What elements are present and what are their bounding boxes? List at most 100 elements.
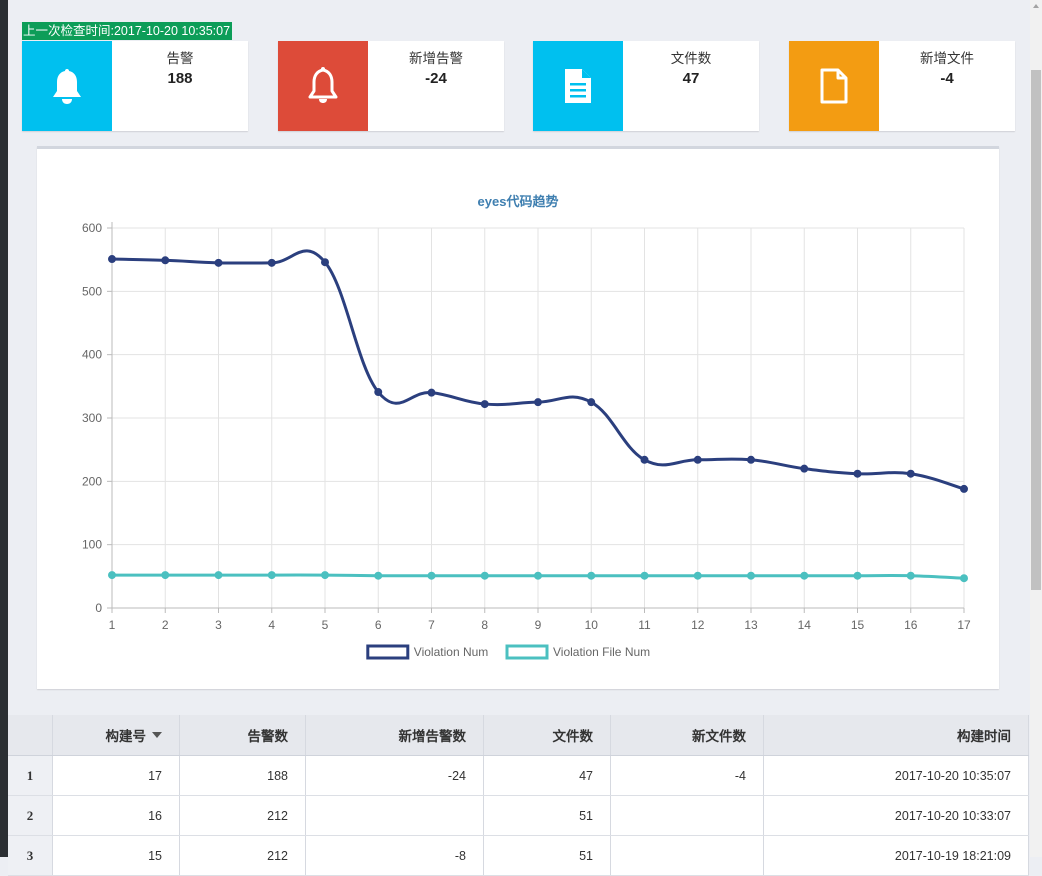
cell-alerts: 212	[180, 796, 306, 835]
data-point[interactable]	[427, 388, 436, 397]
legend-label[interactable]: Violation File Num	[553, 645, 650, 659]
data-point[interactable]	[108, 255, 116, 264]
build-table: 构建号 告警数 新增告警数 文件数 新文件数 构建时间 1 17 188 -24…	[8, 715, 1029, 876]
data-point[interactable]	[480, 571, 489, 580]
sort-desc-icon[interactable]	[152, 732, 162, 738]
cell-new-files: -4	[611, 756, 764, 795]
row-index: 1	[8, 756, 53, 795]
x-tick-label: 5	[322, 618, 329, 632]
x-tick-label: 6	[375, 618, 382, 632]
data-point[interactable]	[747, 571, 755, 580]
data-point[interactable]	[108, 571, 116, 580]
data-point[interactable]	[640, 571, 649, 580]
file-count-card: 文件数 47	[533, 41, 759, 131]
data-point[interactable]	[214, 258, 223, 267]
header-new-alerts[interactable]: 新增告警数	[306, 715, 484, 755]
card-value: 47	[682, 70, 700, 87]
data-point[interactable]	[693, 571, 702, 580]
new-file-card: 新增文件 -4	[789, 41, 1015, 131]
x-tick-label: 15	[851, 618, 865, 632]
card-label: 告警	[166, 51, 194, 66]
data-point[interactable]	[960, 484, 968, 493]
x-tick-label: 14	[798, 618, 812, 632]
data-point[interactable]	[906, 571, 915, 580]
cell-new-files	[611, 836, 764, 875]
data-point[interactable]	[693, 455, 702, 464]
x-tick-label: 13	[744, 618, 758, 632]
legend-swatch[interactable]	[366, 644, 410, 660]
cell-files: 51	[484, 796, 611, 835]
data-point[interactable]	[640, 455, 649, 464]
legend-label[interactable]: Violation Num	[414, 645, 488, 659]
header-new-files[interactable]: 新文件数	[611, 715, 764, 755]
scrollbar[interactable]	[1030, 0, 1042, 857]
card-value: 188	[167, 70, 193, 87]
card-value: -24	[425, 70, 447, 87]
data-point[interactable]	[587, 571, 596, 580]
scrollbar-thumb[interactable]	[1031, 70, 1041, 590]
data-point[interactable]	[587, 398, 596, 407]
new-alert-card: 新增告警 -24	[278, 41, 504, 131]
data-point[interactable]	[480, 400, 489, 409]
data-point[interactable]	[374, 388, 383, 397]
x-tick-label: 17	[957, 618, 971, 632]
data-point[interactable]	[374, 571, 383, 580]
legend-swatch[interactable]	[505, 644, 549, 660]
cell-files: 51	[484, 836, 611, 875]
cell-alerts: 212	[180, 836, 306, 875]
card-value: -4	[940, 70, 954, 87]
data-point[interactable]	[321, 258, 329, 267]
data-point[interactable]	[960, 574, 968, 583]
data-point[interactable]	[267, 571, 276, 580]
chart-title: eyes代码趋势	[478, 194, 559, 209]
data-point[interactable]	[161, 256, 170, 265]
data-point[interactable]	[214, 571, 223, 580]
last-check-time: 上一次检查时间:2017-10-20 10:35:07	[22, 22, 233, 40]
card-label: 新增文件	[920, 51, 974, 66]
x-tick-label: 16	[904, 618, 918, 632]
y-tick-label: 0	[95, 601, 102, 615]
y-tick-label: 200	[82, 474, 102, 488]
header-label: 构建号	[105, 729, 147, 744]
header-alerts[interactable]: 告警数	[180, 715, 306, 755]
table-row[interactable]: 2 16 212 51 2017-10-20 10:33:07	[8, 796, 1029, 836]
row-index: 3	[8, 836, 53, 875]
x-tick-label: 3	[215, 618, 222, 632]
data-point[interactable]	[321, 571, 329, 580]
x-tick-label: 1	[109, 618, 116, 632]
cell-new-files	[611, 796, 764, 835]
data-point[interactable]	[800, 464, 809, 473]
data-point[interactable]	[853, 571, 862, 580]
data-point[interactable]	[534, 571, 542, 580]
cell-build-number: 15	[53, 836, 180, 875]
cell-build-number: 16	[53, 796, 180, 835]
cell-build-number: 17	[53, 756, 180, 795]
data-point[interactable]	[800, 571, 809, 580]
y-tick-label: 300	[82, 411, 102, 425]
header-files[interactable]: 文件数	[484, 715, 611, 755]
y-tick-label: 600	[82, 221, 102, 235]
file-outline-icon	[789, 41, 879, 131]
data-point[interactable]	[267, 258, 276, 267]
scroll-up-button[interactable]	[1030, 0, 1042, 12]
data-point[interactable]	[853, 469, 862, 478]
data-point[interactable]	[906, 469, 915, 478]
x-tick-label: 11	[638, 618, 651, 632]
table-row[interactable]: 1 17 188 -24 47 -4 2017-10-20 10:35:07	[8, 756, 1029, 796]
x-tick-label: 7	[428, 618, 435, 632]
data-point[interactable]	[747, 455, 755, 464]
data-point[interactable]	[161, 571, 170, 580]
y-tick-label: 400	[82, 348, 102, 362]
data-point[interactable]	[534, 398, 542, 407]
table-row[interactable]: 3 15 212 -8 51 2017-10-19 18:21:09	[8, 836, 1029, 876]
header-index	[8, 715, 53, 755]
cell-alerts: 188	[180, 756, 306, 795]
cell-new-alerts	[306, 796, 484, 835]
header-build-time[interactable]: 构建时间	[764, 715, 1029, 755]
x-tick-label: 10	[585, 618, 599, 632]
data-point[interactable]	[427, 571, 436, 580]
header-build-number[interactable]: 构建号	[53, 715, 180, 755]
y-tick-label: 100	[82, 538, 102, 552]
row-index: 2	[8, 796, 53, 835]
